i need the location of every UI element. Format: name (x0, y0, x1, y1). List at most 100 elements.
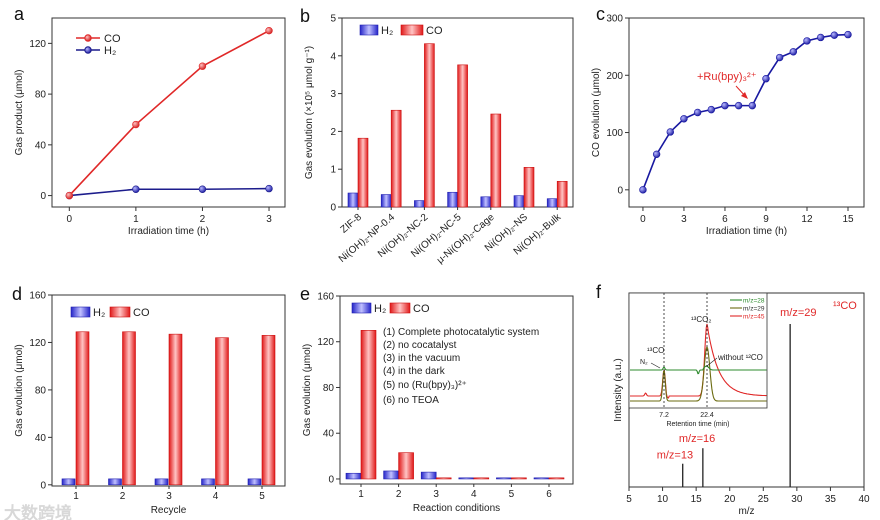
bar-e-h2 (496, 477, 512, 480)
inset-curve-mz29 (630, 345, 767, 402)
data-point-c (775, 53, 784, 62)
x-tick-label-f: 30 (791, 494, 803, 505)
data-point-c (652, 150, 661, 159)
data-point-c (830, 31, 839, 39)
bar-b-h2 (546, 198, 558, 208)
data-point-c (748, 101, 757, 110)
x-tick-label-f: 5 (626, 494, 632, 505)
y-tick-label-b: 4 (330, 51, 336, 62)
data-point-c (844, 30, 852, 39)
x-tick-label-e: 4 (471, 489, 477, 500)
panel-label-e: e (300, 284, 310, 304)
inset-label-n2: N₂ (640, 359, 648, 366)
y-tick-label-e: 0 (328, 474, 334, 485)
condition-item: (3) in the vacuum (383, 353, 460, 364)
bar-b-h2 (480, 196, 492, 208)
y-tick-label-b: 3 (330, 89, 336, 100)
x-axis-title-e: Reaction conditions (413, 503, 500, 514)
legend-label-d-co: CO (133, 307, 150, 319)
x-tick-label-b: μ-Ni(OH)₂-Cage (435, 212, 497, 267)
legend-marker-a-h2 (84, 46, 92, 54)
inset-x-tick-label: 7.2 (659, 412, 669, 419)
bar-e-co (398, 452, 414, 480)
x-tick-label-e: 6 (546, 489, 552, 500)
series-line-a-1 (69, 187, 270, 197)
x-tick-label-c: 9 (763, 214, 769, 225)
x-axis-title-a: Irradiation time (h) (128, 226, 209, 237)
bar-d-co (122, 331, 136, 486)
x-tick-label-d: 3 (166, 491, 172, 502)
x-tick-label-f: 25 (758, 494, 770, 505)
data-point-a (198, 185, 207, 193)
bar-e-h2 (420, 471, 437, 480)
data-point-a (65, 191, 74, 200)
y-tick-label-c: 0 (617, 185, 623, 196)
y-axis-title-c: CO evolution (μmol) (591, 68, 602, 157)
x-tick-label-e: 2 (396, 489, 402, 500)
inset-x-axis-title: Retention time (min) (666, 421, 729, 428)
inset-label-13co: ¹³CO (647, 346, 664, 355)
bar-b-co (556, 180, 568, 208)
data-point-c (707, 105, 715, 114)
data-point-c (816, 33, 825, 42)
x-tick-label-e: 5 (509, 489, 515, 500)
x-tick-label-d: 2 (120, 491, 126, 502)
panel-label-f: f (596, 282, 602, 302)
inset-label-13co2: ¹³CO₂ (691, 315, 711, 324)
peak-label: m/z=29 (780, 307, 816, 319)
y-tick-label-e: 40 (323, 429, 335, 440)
bar-b-h2 (447, 191, 458, 208)
inset-legend-label: m/z=28 (743, 298, 765, 305)
y-tick-label-d: 80 (35, 385, 47, 396)
bar-e-h2 (533, 477, 550, 480)
x-tick-label-c: 0 (640, 214, 646, 225)
legend-label-e-h2: H₂ (374, 303, 386, 315)
x-tick-label-a: 0 (67, 214, 73, 225)
data-point-c (721, 101, 729, 110)
legend-swatch-b-h2 (359, 24, 379, 36)
y-tick-label-e: 160 (317, 292, 334, 303)
bar-d-co (261, 335, 276, 486)
bar-d-co (215, 337, 229, 486)
bar-e-co (360, 330, 377, 480)
data-point-c (680, 115, 688, 123)
legend-swatch-d-co (109, 306, 131, 318)
y-tick-label-d: 120 (29, 338, 46, 349)
y-tick-label-e: 120 (317, 337, 334, 348)
inset-curve-mz28 (630, 365, 767, 375)
x-tick-label-f: 10 (657, 494, 669, 505)
y-tick-label-b: 2 (330, 127, 336, 138)
data-point-a (265, 26, 273, 35)
bar-e-co (473, 477, 490, 480)
plot-frame-c (628, 17, 865, 208)
x-tick-label-c: 15 (842, 214, 854, 225)
x-tick-label-a: 2 (200, 214, 206, 225)
bar-d-h2 (201, 478, 215, 486)
bar-d-h2 (108, 478, 122, 486)
inset-label-without-12co: without ¹²CO (717, 353, 763, 362)
legend-swatch-e-co (389, 302, 411, 314)
legend-label-b-h2: H₂ (381, 25, 393, 37)
x-tick-label-e: 3 (433, 489, 439, 500)
inset-legend-label: m/z=29 (743, 306, 765, 313)
y-tick-label-c: 300 (606, 14, 623, 25)
bar-e-h2 (383, 470, 399, 480)
legend-swatch-e-h2 (351, 302, 372, 314)
series-line-c-0 (642, 33, 849, 191)
y-axis-title-e: Gas evolution (μmol) (302, 344, 313, 436)
bar-b-co (523, 167, 535, 208)
data-point-c (734, 101, 743, 110)
y-axis-title-f: Intensity (a.u.) (613, 358, 624, 421)
y-tick-label-a: 80 (35, 90, 47, 101)
series-line-a-0 (68, 29, 270, 197)
condition-item: (1) Complete photocatalytic system (383, 327, 539, 338)
bar-b-co (424, 43, 435, 208)
condition-item: (6) no TEOA (383, 395, 439, 406)
y-tick-label-a: 40 (35, 140, 47, 151)
bar-b-h2 (414, 200, 425, 208)
bar-e-co (511, 477, 527, 480)
condition-item: (5) no (Ru(bpy)₃)²⁺ (383, 380, 467, 391)
bar-d-h2 (247, 478, 262, 486)
peak-label: m/z=16 (679, 433, 715, 445)
bar-b-h2 (347, 192, 359, 208)
